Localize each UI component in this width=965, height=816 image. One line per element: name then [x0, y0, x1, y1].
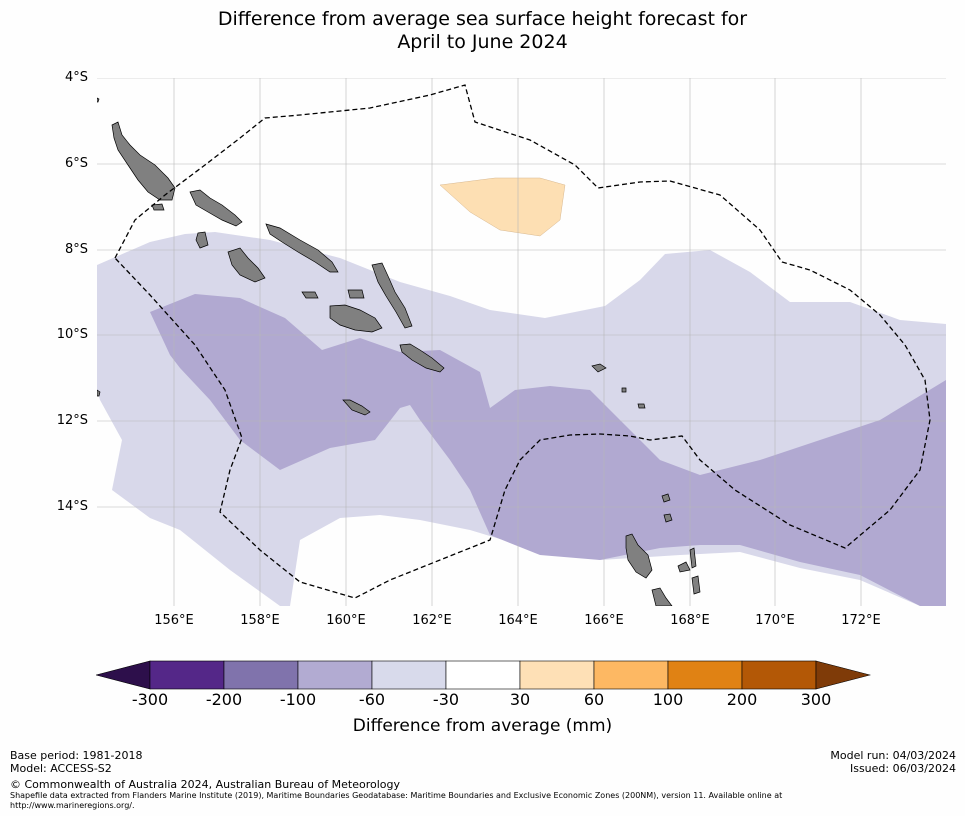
colorbar-segment [371, 660, 447, 690]
eez-boundary [114, 84, 931, 599]
lat-label: 6°S [64, 156, 88, 171]
title-line-2: April to June 2024 [397, 31, 568, 53]
island-santa-isabel [265, 223, 339, 273]
lon-label: 156°E [154, 613, 194, 628]
island-bougainville [111, 121, 176, 201]
island-guadalcanal [329, 304, 383, 333]
lon-label: 168°E [670, 613, 710, 628]
colorbar-tick: -30 [432, 690, 460, 709]
shapefile-credit: Shapefile data extracted from Flanders M… [10, 791, 940, 811]
map-panel [97, 78, 946, 606]
copyright: © Commonwealth of Australia 2024, Austra… [10, 778, 400, 791]
colorbar-extend-low [94, 660, 151, 690]
colorbar-tick: -200 [205, 690, 243, 709]
island-malekula [651, 587, 673, 606]
colorbar-tick: 300 [800, 690, 832, 709]
shapefile-credit-line1: Shapefile data extracted from Flanders M… [10, 791, 783, 800]
island-small-11 [621, 387, 627, 393]
lat-label: 4°S [64, 70, 88, 85]
island-espiritu-santo [625, 533, 653, 579]
island-new-georgia [195, 231, 209, 249]
island-choiseul [189, 189, 243, 227]
lat-label: 8°S [64, 242, 88, 257]
colorbar-segment [593, 660, 669, 690]
colorbar-segment [519, 660, 595, 690]
colorbar-tick: -100 [279, 690, 317, 709]
colorbar-tick: 30 [509, 690, 531, 709]
lon-label: 160°E [326, 613, 366, 628]
lon-label: 170°E [755, 613, 795, 628]
colorbar-segment [223, 660, 299, 690]
issued-date: Issued: 06/03/2024 [849, 762, 956, 775]
colorbar-segment [149, 660, 225, 690]
map-gridlines [97, 78, 946, 606]
lon-label: 166°E [584, 613, 624, 628]
island-small-9 [151, 203, 165, 211]
lat-label: 12°S [56, 413, 88, 428]
colorbar-tick: -300 [131, 690, 169, 709]
shapefile-credit-line2: http://www.marineregions.org/. [10, 801, 135, 810]
lon-label: 164°E [498, 613, 538, 628]
anomaly-region-positive [439, 177, 566, 237]
colorbar-segment [741, 660, 817, 690]
island-makira [399, 343, 445, 373]
colorbar-tick: 200 [726, 690, 758, 709]
island-small-5 [677, 561, 691, 573]
colorbar-tick: -60 [358, 690, 386, 709]
colorbar-tick: 100 [652, 690, 684, 709]
title-line-1: Difference from average sea surface heig… [217, 8, 748, 30]
island-malaita [371, 262, 413, 329]
island-small-12 [97, 389, 101, 397]
lon-label: 162°E [412, 613, 452, 628]
island-new-georgia-2 [227, 247, 266, 283]
anomaly-region-mid [150, 294, 946, 606]
lon-label: 158°E [240, 613, 280, 628]
chart-title: Difference from average sea surface heig… [0, 8, 965, 54]
colorbar-extend-high [815, 660, 872, 690]
colorbar-label: Difference from average (mm) [352, 716, 613, 736]
model-name: Model: ACCESS-S2 [10, 762, 112, 775]
island-small-8 [347, 289, 365, 299]
colorbar-tick: 60 [583, 690, 605, 709]
land-masses [97, 97, 701, 606]
footer-right: Model run: 04/03/2024 Issued: 06/03/2024 [830, 749, 956, 775]
colorbar [94, 660, 872, 694]
colorbar-segment [667, 660, 743, 690]
colorbar-segment [445, 660, 521, 690]
footer-left: Base period: 1981-2018 Model: ACCESS-S2 [10, 749, 142, 775]
island-small-7 [301, 291, 319, 299]
colorbar-segment [297, 660, 373, 690]
lat-label: 14°S [56, 499, 88, 514]
island-rennell [342, 399, 371, 416]
island-small-13 [97, 97, 100, 103]
model-run: Model run: 04/03/2024 [830, 749, 956, 762]
island-small-4 [689, 547, 697, 569]
base-period: Base period: 1981-2018 [10, 749, 143, 762]
lon-label: 172°E [841, 613, 881, 628]
island-small-6 [691, 575, 701, 595]
island-small-1 [591, 363, 607, 373]
lat-label: 10°S [56, 327, 88, 342]
island-small-2 [661, 493, 671, 503]
island-small-3 [663, 513, 673, 523]
island-small-10 [637, 403, 646, 409]
